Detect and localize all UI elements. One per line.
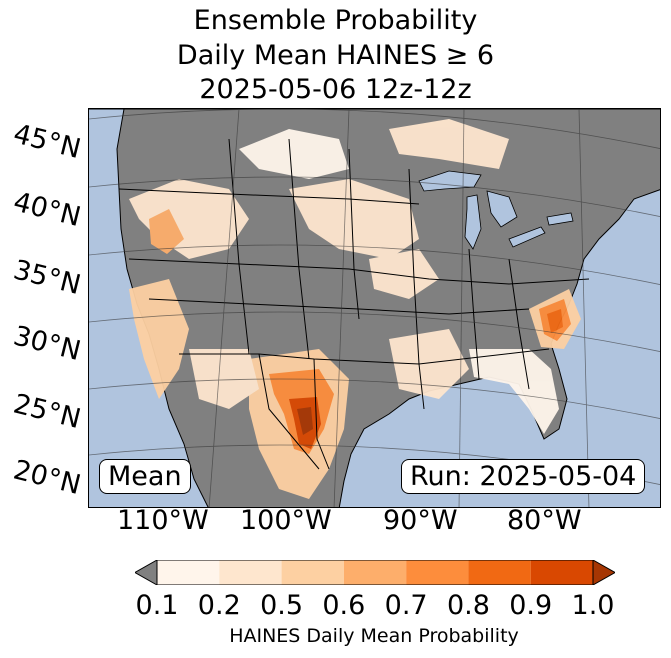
colorbar-tick-label: 0.2 [197, 590, 241, 621]
run-label-box: Run: 2025-05-04 [401, 459, 646, 494]
colorbar-segment [219, 560, 282, 585]
colorbar-segment [406, 560, 469, 585]
colorbar-label: HAINES Daily Mean Probability [229, 625, 519, 647]
lake-erie [508, 226, 546, 248]
lat-label-45: 45°N [10, 118, 84, 166]
colorbar-tick-label: 0.1 [135, 590, 179, 621]
lon-label-110: 110°W [117, 505, 209, 536]
lat-label-40: 40°N [10, 186, 84, 234]
colorbar-tick-label: 0.6 [322, 590, 366, 621]
colorbar-tick-label: 0.7 [384, 590, 428, 621]
lon-label-80: 80°W [507, 505, 582, 536]
title-line-1: Ensemble Probability [193, 5, 478, 36]
colorbar-segment [468, 560, 531, 585]
probability-field [129, 119, 581, 499]
lat-label-20: 20°N [10, 454, 84, 502]
colorbar-segment [281, 560, 344, 585]
mean-label-box: Mean [99, 459, 191, 494]
lat-label-25: 25°N [10, 388, 84, 436]
colorbar-over-arrow [592, 560, 615, 585]
colorbar-tick-label: 1.0 [571, 590, 615, 621]
map-panel: Mean Run: 2025-05-04 [88, 108, 661, 508]
colorbar-tick-label: 0.9 [509, 590, 553, 621]
lon-label-90: 90°W [383, 505, 458, 536]
title-line-2: Daily Mean HAINES ≥ 6 [176, 40, 495, 71]
colorbar-segment [343, 560, 407, 585]
lake-ontario [546, 212, 574, 226]
title-line-3: 2025-05-06 12z-12z [199, 74, 472, 105]
colorbar-segment [157, 560, 220, 585]
colorbar-under-arrow [135, 560, 158, 585]
colorbar-frame [156, 560, 594, 585]
map-svg [89, 109, 660, 507]
state-boundaries [118, 138, 590, 470]
colorbar-tick-label: 0.8 [446, 590, 490, 621]
colorbar [135, 560, 615, 585]
colorbar-segment [530, 560, 593, 585]
colorbar-tick-label: 0.5 [260, 590, 304, 621]
lat-label-30: 30°N [10, 320, 84, 368]
lake-michigan [464, 194, 482, 250]
lon-label-100: 100°W [240, 505, 332, 536]
lat-label-35: 35°N [10, 254, 84, 302]
lake-huron [486, 190, 518, 228]
